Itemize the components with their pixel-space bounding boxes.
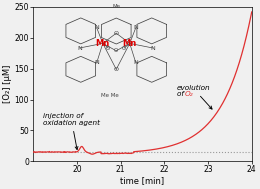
Y-axis label: [O₂] [μM]: [O₂] [μM] xyxy=(3,65,12,103)
Text: O₂: O₂ xyxy=(185,91,194,97)
X-axis label: time [min]: time [min] xyxy=(120,177,165,186)
Text: of: of xyxy=(177,91,186,97)
Text: injection of
oxidation agent: injection of oxidation agent xyxy=(43,113,100,149)
Text: evolution: evolution xyxy=(177,85,212,109)
